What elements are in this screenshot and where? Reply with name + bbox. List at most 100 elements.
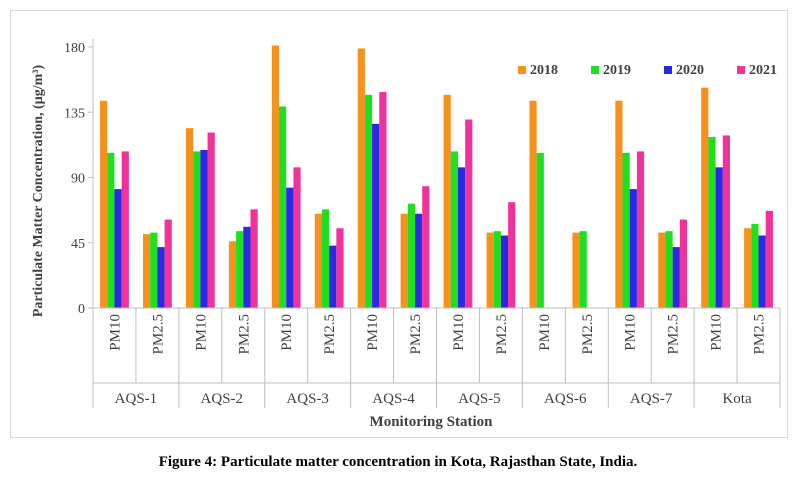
- bar-2020-6: [372, 123, 380, 308]
- bar-2019-9: [493, 231, 501, 308]
- bar-2018-15: [744, 228, 752, 308]
- bar-2021-1: [164, 219, 172, 308]
- bar-2018-14: [701, 87, 709, 308]
- bar-2020-7: [415, 213, 423, 308]
- figure-caption: Figure 4: Particulate matter concentrati…: [158, 454, 638, 470]
- subcategory-label: PM2.5: [752, 314, 768, 354]
- bar-2021-4: [293, 167, 301, 308]
- group-label: AQS-7: [630, 391, 673, 407]
- bar-2020-9: [500, 235, 509, 308]
- labels-layer: 0 45 90 135 180 PM10 PM2.5 PM10 PM2.5 PM10 PM2.5 PM…: [64, 41, 768, 407]
- bar-2019-15: [751, 223, 759, 308]
- bar-2021-9: [508, 202, 516, 308]
- bar-2018-4: [271, 45, 280, 309]
- bar-2018-11: [572, 232, 580, 308]
- legend-swatch-2018: [518, 66, 526, 74]
- legend-label-2019: 2019: [603, 63, 631, 78]
- bar-2018-5: [314, 213, 322, 308]
- group-label: Kota: [722, 391, 752, 407]
- bar-2018-1: [143, 234, 151, 308]
- bar-2021-8: [465, 119, 473, 308]
- subcategory-label: PM10: [451, 314, 467, 351]
- bar-2019-7: [407, 203, 416, 308]
- bar-2018-12: [615, 100, 623, 309]
- bar-2020-0: [114, 189, 122, 308]
- bar-2020-13: [672, 247, 680, 308]
- y-tick-label: 135: [64, 106, 85, 121]
- bar-2019-12: [622, 152, 630, 308]
- bar-2018-3: [228, 241, 237, 308]
- bar-2021-12: [636, 151, 645, 308]
- legend-swatch-2020: [664, 66, 672, 74]
- bars-layer: [100, 45, 773, 309]
- bar-2019-11: [579, 231, 587, 308]
- bar-2020-3: [243, 226, 251, 308]
- group-label: AQS-1: [115, 391, 158, 407]
- subcategory-label: PM2.5: [408, 314, 424, 354]
- subcategory-label: PM10: [365, 314, 381, 351]
- bar-2020-1: [157, 247, 165, 308]
- legend-label-2021: 2021: [749, 63, 777, 78]
- bar-2020-12: [629, 189, 637, 308]
- bar-2021-15: [765, 210, 773, 308]
- bar-2018-0: [100, 100, 108, 309]
- subcategory-label: PM10: [537, 314, 553, 351]
- subcategory-label: PM2.5: [150, 314, 166, 354]
- bar-2018-13: [658, 232, 666, 308]
- bar-2018-7: [400, 213, 408, 308]
- legend-label-2018: 2018: [530, 63, 558, 78]
- bar-2020-4: [286, 187, 294, 308]
- bar-2018-2: [185, 128, 194, 308]
- bar-2019-5: [321, 209, 330, 308]
- bar-2021-14: [722, 135, 730, 308]
- group-label: AQS-4: [372, 391, 415, 407]
- chart-frame: 0 45 90 135 180 PM10 PM2.5 PM10 PM2.5 PM10 PM2.5 PM…: [10, 10, 788, 438]
- legend-swatch-2021: [737, 66, 745, 74]
- bar-2020-14: [715, 167, 723, 308]
- bar-chart: 0 45 90 135 180 PM10 PM2.5 PM10 PM2.5 PM10 PM2.5 PM…: [31, 39, 781, 430]
- x-axis-title: Monitoring Station: [370, 414, 494, 430]
- y-tick-label: 180: [64, 41, 85, 56]
- bar-2020-8: [457, 167, 466, 308]
- bar-2021-7: [422, 186, 430, 308]
- subcategory-label: PM10: [709, 314, 725, 351]
- bar-2019-4: [279, 106, 287, 308]
- bar-2020-5: [329, 245, 337, 308]
- subcategory-label: PM10: [279, 314, 295, 351]
- y-tick-label: 45: [71, 237, 85, 252]
- subcategory-label: PM2.5: [666, 314, 682, 354]
- subcategory-label: PM10: [193, 314, 209, 351]
- bar-2019-3: [236, 231, 244, 308]
- subcategory-label: PM2.5: [322, 314, 338, 354]
- bar-2019-10: [536, 152, 544, 308]
- bar-2019-6: [364, 94, 373, 308]
- bar-2019-13: [665, 231, 673, 308]
- legend-label-2020: 2020: [676, 63, 704, 78]
- group-label: AQS-3: [286, 391, 329, 407]
- y-axis-title: Particulate Matter Concentration, (µg/m³…: [31, 65, 46, 318]
- bar-2020-15: [758, 235, 766, 308]
- y-tick-label: 0: [78, 302, 85, 317]
- group-label: AQS-2: [201, 391, 244, 407]
- bar-2019-14: [708, 136, 716, 308]
- subcategory-label: PM2.5: [580, 314, 596, 354]
- subcategory-label: PM2.5: [494, 314, 510, 354]
- subcategory-label: PM2.5: [236, 314, 252, 354]
- bar-2018-9: [486, 232, 494, 308]
- axes-layer: [88, 39, 781, 408]
- bar-2019-0: [107, 152, 115, 308]
- bar-2021-13: [679, 219, 688, 308]
- legend-swatch-2019: [591, 66, 599, 74]
- bar-2019-1: [150, 232, 158, 308]
- bar-2018-8: [443, 94, 451, 308]
- bar-2019-8: [450, 151, 458, 308]
- bar-2018-6: [357, 48, 365, 308]
- legend: 2018 2019 2020 2021: [518, 63, 777, 78]
- subcategory-label: PM10: [107, 314, 123, 351]
- bar-2021-6: [379, 91, 387, 308]
- bar-2018-10: [529, 100, 537, 309]
- bar-2021-0: [121, 151, 129, 308]
- bar-2019-2: [193, 151, 201, 308]
- subcategory-label: PM10: [623, 314, 639, 351]
- bar-2021-3: [250, 209, 258, 308]
